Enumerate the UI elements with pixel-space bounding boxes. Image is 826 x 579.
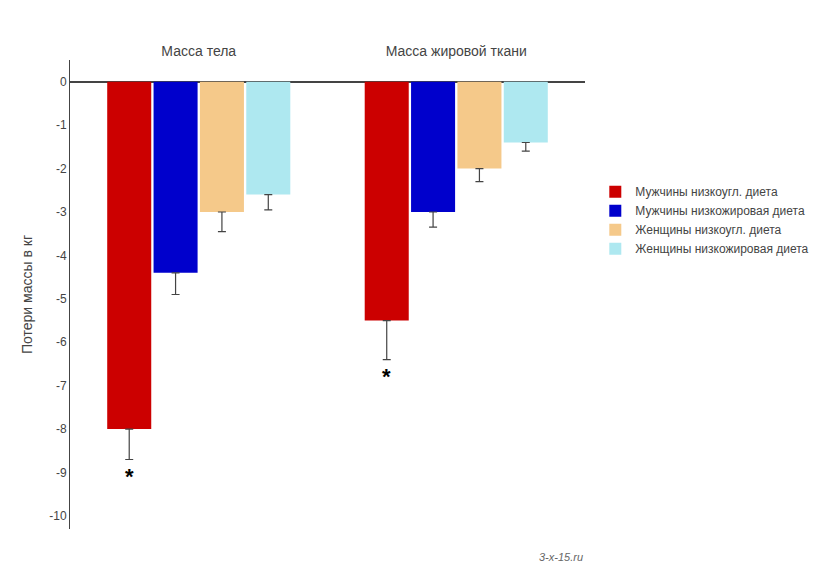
- svg-text:*: *: [125, 464, 134, 489]
- svg-text:-3: -3: [56, 205, 67, 219]
- svg-text:*: *: [382, 364, 391, 389]
- svg-text:-8: -8: [56, 422, 67, 436]
- svg-text:-4: -4: [56, 249, 67, 263]
- svg-text:Женщины низкожировая диета: Женщины низкожировая диета: [635, 242, 808, 256]
- svg-text:-1: -1: [56, 118, 67, 132]
- svg-text:0: 0: [60, 75, 67, 89]
- svg-text:3-x-15.ru: 3-x-15.ru: [539, 551, 583, 563]
- svg-text:Потери массы в кг: Потери массы в кг: [19, 235, 35, 354]
- svg-text:-7: -7: [56, 379, 67, 393]
- svg-text:-6: -6: [56, 335, 67, 349]
- svg-text:-10: -10: [49, 509, 67, 523]
- svg-text:Женщины низкоугл. диета: Женщины низкоугл. диета: [635, 223, 781, 237]
- svg-text:Мужчины низкоугл. диета: Мужчины низкоугл. диета: [635, 185, 778, 199]
- svg-text:-9: -9: [56, 466, 67, 480]
- svg-text:Масса тела: Масса тела: [161, 43, 236, 59]
- svg-text:-2: -2: [56, 162, 67, 176]
- svg-text:-5: -5: [56, 292, 67, 306]
- svg-text:Масса жировой ткани: Масса жировой ткани: [386, 43, 527, 59]
- svg-text:Мужчины низкожировая диета: Мужчины низкожировая диета: [635, 204, 805, 218]
